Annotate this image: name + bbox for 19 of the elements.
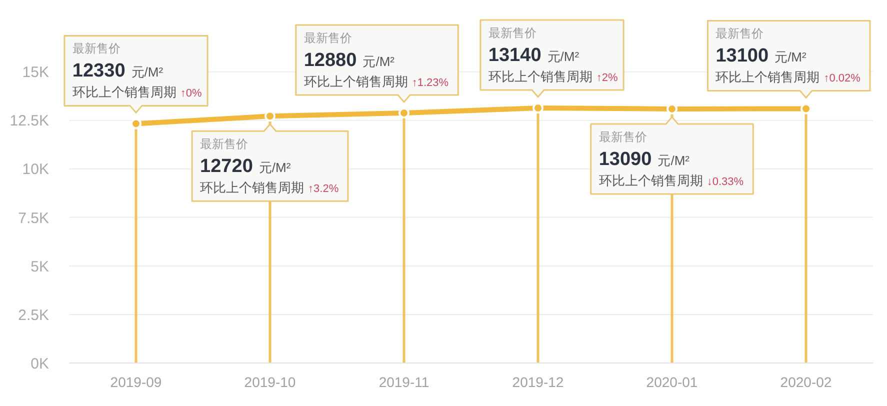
x-tick-label: 2020-01: [646, 374, 698, 390]
y-tick-label: 2.5K: [18, 306, 49, 324]
y-tick-label: 12.5K: [10, 112, 49, 130]
y-tick-label: 15K: [22, 64, 49, 82]
x-tick-label: 2019-12: [512, 374, 564, 390]
annotation: 最新售价 13140 元/M² 环比上个销售周期 ↑2%: [488, 26, 618, 84]
x-tick-label: 2019-11: [378, 374, 430, 390]
annotation: 最新售价 13100 元/M² 环比上个销售周期 ↑0.02%: [716, 26, 861, 85]
y-tick-label: 0K: [30, 355, 49, 372]
y-tick-label: 10K: [22, 161, 49, 178]
annotation: 最新售价 13090 元/M² 环比上个销售周期 ↓0.33%: [598, 130, 744, 188]
y-tick-label: 5K: [30, 258, 49, 276]
x-tick-label: 2020-02: [780, 374, 832, 390]
x-tick-label: 2019-10: [244, 374, 296, 390]
annotation: 最新售价 12880 元/M² 环比上个销售周期 ↑1.23%: [304, 31, 449, 90]
annotation: 最新售价 12720 元/M² 环比上个销售周期 ↑3.2%: [200, 137, 339, 196]
x-tick-label: 2019-09: [110, 374, 162, 390]
annotation: 最新售价 12330 元/M² 环比上个销售周期 ↑0%: [72, 42, 202, 100]
y-tick-label: 7.5K: [18, 210, 49, 227]
